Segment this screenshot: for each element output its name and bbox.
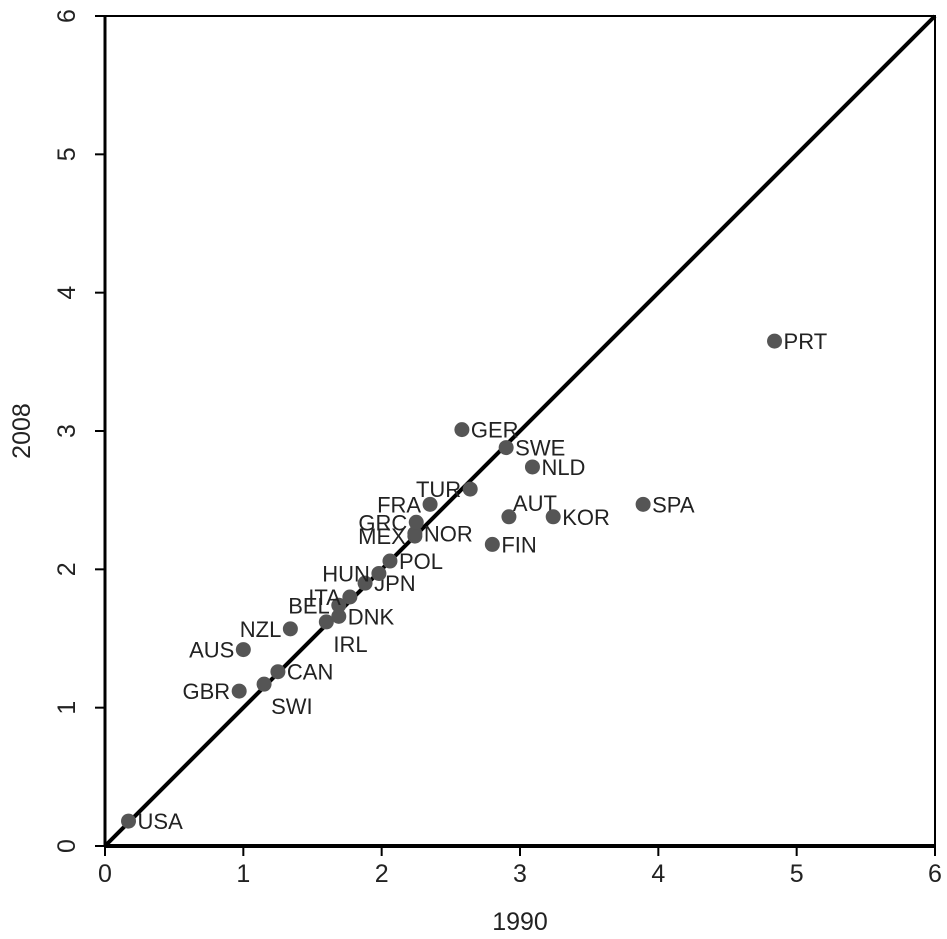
data-point-aus: AUS: [189, 638, 251, 663]
point-label: TUR: [416, 477, 461, 502]
point-marker: [382, 553, 398, 569]
data-point-nor: NOR: [407, 521, 473, 546]
point-label: KOR: [562, 505, 610, 530]
data-point-aut: AUT: [501, 491, 557, 525]
point-marker: [408, 514, 424, 530]
data-point-irl: IRL: [318, 614, 368, 657]
point-marker: [524, 459, 540, 475]
data-point-can: CAN: [270, 660, 333, 685]
point-marker: [342, 589, 358, 605]
x-tick-label: 4: [651, 860, 665, 888]
data-point-tur: TUR: [416, 477, 478, 502]
y-tick-label: 0: [53, 839, 81, 853]
y-tick-label: 1: [53, 701, 81, 715]
point-label: NLD: [541, 455, 585, 480]
point-label: FIN: [501, 532, 536, 557]
point-label: CAN: [287, 660, 333, 685]
data-point-pol: POL: [382, 549, 443, 574]
point-label: SWI: [271, 694, 313, 719]
point-label: BEL: [288, 593, 330, 618]
point-marker: [545, 509, 561, 525]
point-marker: [635, 496, 651, 512]
data-point-swe: SWE: [498, 436, 565, 461]
x-tick-label: 3: [513, 860, 527, 888]
plot-area: [103, 14, 937, 848]
data-point-dnk: DNK: [331, 604, 395, 629]
data-point-fin: FIN: [484, 532, 537, 557]
point-label: NZL: [240, 617, 282, 642]
y-tick-label: 6: [53, 9, 81, 23]
data-point-fra: FRA: [377, 492, 438, 517]
data-point-bel: BEL: [288, 593, 347, 618]
point-marker: [407, 525, 423, 541]
diagonal-reference-line: [103, 14, 937, 848]
point-label: IRL: [333, 632, 367, 657]
point-label: GBR: [182, 679, 230, 704]
point-label: PRT: [784, 329, 828, 354]
point-marker: [121, 813, 137, 829]
point-label: GRC: [358, 510, 407, 535]
point-label: ITA: [308, 585, 341, 610]
y-tick-label: 3: [53, 424, 81, 438]
point-marker: [231, 683, 247, 699]
point-label: NOR: [424, 521, 473, 546]
point-marker: [371, 565, 387, 581]
data-point-prt: PRT: [767, 329, 827, 354]
point-marker: [767, 333, 783, 349]
data-point-spa: SPA: [635, 492, 695, 517]
point-marker: [270, 664, 286, 680]
point-label: SWE: [515, 436, 565, 461]
point-label: SPA: [652, 492, 695, 517]
data-point-swi: SWI: [256, 676, 313, 719]
point-label: AUS: [189, 638, 234, 663]
data-point-ita: ITA: [308, 585, 358, 610]
point-marker: [501, 509, 517, 525]
point-marker: [462, 481, 478, 497]
point-label: USA: [138, 809, 184, 834]
point-marker: [484, 536, 500, 552]
y-tick-label: 2: [53, 562, 81, 576]
y-tick-label: 4: [53, 286, 81, 300]
x-tick-label: 0: [98, 860, 112, 888]
x-tick-label: 1: [236, 860, 250, 888]
data-point-ger: GER: [454, 418, 519, 443]
data-point-hun: HUN: [322, 561, 387, 586]
point-marker: [331, 597, 347, 613]
point-label: HUN: [322, 561, 370, 586]
data-point-nzl: NZL: [240, 617, 298, 642]
point-label: FRA: [377, 492, 421, 517]
y-tick-label: 5: [53, 147, 81, 161]
x-axis: 0 1 2 3 4 5 6: [98, 846, 942, 888]
point-marker: [282, 621, 298, 637]
y-axis-title: 2008: [8, 403, 36, 459]
data-point-grc: GRC: [358, 510, 424, 535]
data-point-nld: NLD: [524, 455, 585, 480]
x-tick-label: 5: [790, 860, 804, 888]
point-marker: [235, 642, 251, 658]
point-label: DNK: [348, 604, 395, 629]
point-label: POL: [399, 549, 443, 574]
data-point-gbr: GBR: [182, 679, 247, 704]
point-marker: [422, 496, 438, 512]
y-axis: 0 1 2 3 4 5 6: [53, 9, 105, 853]
point-marker: [256, 676, 272, 692]
x-tick-label: 2: [375, 860, 389, 888]
point-marker: [331, 608, 347, 624]
x-tick-label: 6: [928, 860, 942, 888]
point-marker: [318, 614, 334, 630]
data-point-usa: USA: [121, 809, 183, 834]
point-marker: [498, 440, 514, 456]
point-marker: [454, 422, 470, 438]
point-label: GER: [471, 418, 519, 443]
point-label: MEX: [358, 524, 406, 549]
point-marker: [357, 575, 373, 591]
x-axis-title: 1990: [492, 908, 548, 936]
data-point-kor: KOR: [545, 505, 610, 530]
